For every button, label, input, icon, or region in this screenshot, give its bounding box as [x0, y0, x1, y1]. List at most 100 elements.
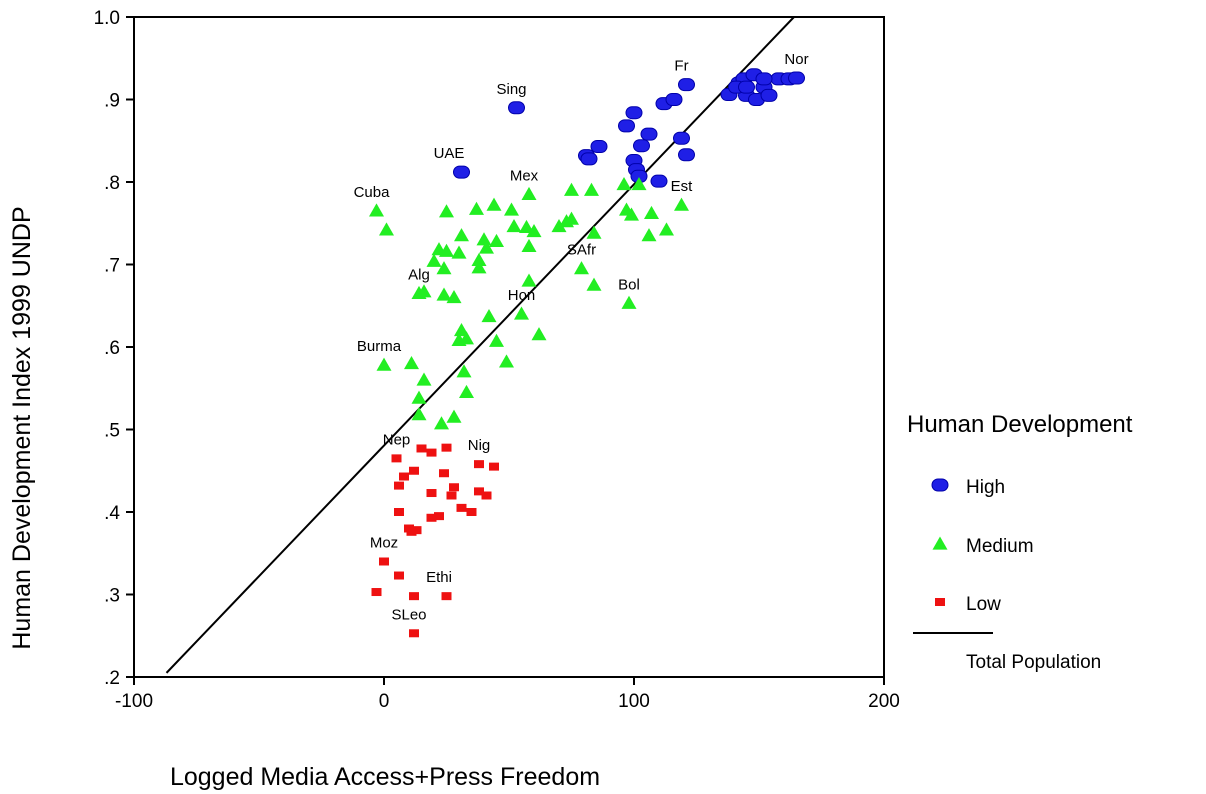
data-point-low: [434, 512, 444, 521]
data-point-low: [371, 588, 382, 597]
point-label: Mex: [510, 167, 539, 184]
data-point-medium: [521, 273, 537, 287]
data-point-high: [580, 152, 598, 166]
legend-items: High Medium Low Total Population: [913, 477, 1101, 673]
data-point-medium: [426, 253, 442, 267]
x-tick-label: 0: [379, 691, 390, 712]
data-point-high: [678, 148, 695, 162]
data-point-medium: [586, 225, 602, 239]
data-point-low: [439, 469, 449, 478]
data-point-medium: [504, 202, 519, 216]
data-point-high: [508, 101, 525, 115]
data-point-low: [456, 503, 467, 512]
data-point-medium: [434, 416, 449, 430]
data-point-medium: [564, 182, 579, 196]
data-point-medium: [436, 261, 452, 275]
legend-swatch-medium: [932, 536, 948, 550]
legend-item-total-population: Total Population: [913, 632, 1101, 673]
legend-swatch-high: [931, 478, 949, 492]
data-point-medium: [521, 238, 537, 252]
data-point-low: [441, 443, 452, 452]
data-point-medium: [551, 219, 567, 233]
y-tick-label: .9: [104, 91, 120, 112]
data-point-low: [409, 466, 419, 475]
data-point-high: [633, 139, 650, 153]
data-point-medium: [404, 356, 419, 370]
data-point-medium: [481, 308, 497, 323]
data-point-medium: [499, 354, 514, 368]
point-label: Hon: [508, 287, 536, 304]
data-point-medium: [584, 182, 599, 196]
data-point-low: [399, 472, 409, 481]
point-label: UAE: [434, 145, 465, 162]
data-point-medium: [459, 384, 474, 398]
data-point-medium: [454, 323, 469, 337]
data-point-high: [625, 106, 643, 120]
points-layer: [369, 68, 805, 638]
data-point-medium: [659, 222, 674, 236]
legend: Human Development High Medium Low Total Pop…: [907, 411, 1133, 673]
y-tick-label: .8: [104, 173, 120, 194]
data-point-medium: [519, 219, 534, 233]
point-labels-layer: Sing UAE Fr Nor Cuba Mex Est SAfr Alg Bol Hon Burma…: [354, 51, 809, 623]
legend-label: High: [966, 477, 1005, 498]
data-point-medium: [436, 287, 452, 301]
data-point-medium: [456, 364, 472, 378]
series-high: [453, 68, 805, 188]
data-point-low: [474, 487, 484, 496]
data-point-medium: [631, 176, 647, 191]
point-label: Nor: [784, 51, 808, 68]
data-point-medium: [446, 409, 462, 423]
data-point-high: [665, 93, 683, 106]
legend-item-high: High: [931, 477, 1005, 498]
data-point-medium: [379, 222, 394, 236]
data-point-medium: [454, 228, 469, 242]
y-axis-title: Human Development Index 1999 UNDP: [8, 206, 36, 649]
data-point-medium: [531, 327, 547, 341]
point-label: Burma: [357, 338, 402, 355]
data-point-medium: [451, 245, 467, 259]
plot-area: [133, 16, 885, 678]
data-point-medium: [469, 201, 484, 215]
point-label: Nep: [383, 431, 411, 448]
data-point-low: [466, 508, 477, 516]
data-point-medium: [416, 372, 432, 386]
data-point-low: [394, 481, 404, 490]
data-point-low: [409, 592, 419, 601]
point-label: Moz: [370, 535, 398, 552]
y-tick-label: 1.0: [94, 8, 120, 29]
data-point-low: [391, 454, 402, 463]
data-point-low: [426, 489, 437, 498]
plot-frame: [133, 16, 885, 678]
data-point-low: [474, 460, 484, 469]
legend-item-low: Low: [935, 594, 1001, 615]
data-point-medium: [619, 202, 634, 216]
point-label: Est: [671, 178, 694, 195]
data-point-medium: [369, 203, 384, 217]
data-point-low: [441, 592, 452, 601]
data-point-medium: [586, 277, 602, 291]
legend-label: Medium: [966, 536, 1034, 557]
data-point-high: [640, 127, 658, 141]
data-point-medium: [641, 228, 657, 242]
fit-line-layer: [165, 16, 795, 674]
point-label: SAfr: [567, 242, 596, 259]
data-point-medium: [564, 211, 579, 225]
x-axis-title: Logged Media Access+Press Freedom: [170, 763, 600, 791]
x-tick-label: 200: [868, 691, 900, 712]
data-point-low: [481, 491, 492, 500]
data-point-medium: [489, 233, 504, 248]
data-point-medium: [521, 186, 537, 200]
data-point-medium: [376, 357, 392, 371]
data-point-medium: [439, 243, 454, 257]
data-point-low: [446, 491, 457, 500]
data-point-medium: [616, 176, 632, 191]
data-point-medium: [411, 390, 427, 404]
data-point-low: [426, 513, 437, 522]
legend-label: Total Population: [966, 652, 1101, 673]
data-point-high: [678, 78, 695, 92]
data-point-low: [379, 557, 389, 566]
y-tick-label: .7: [104, 256, 120, 277]
y-tick-label: .3: [104, 586, 120, 607]
data-point-high: [650, 174, 668, 188]
